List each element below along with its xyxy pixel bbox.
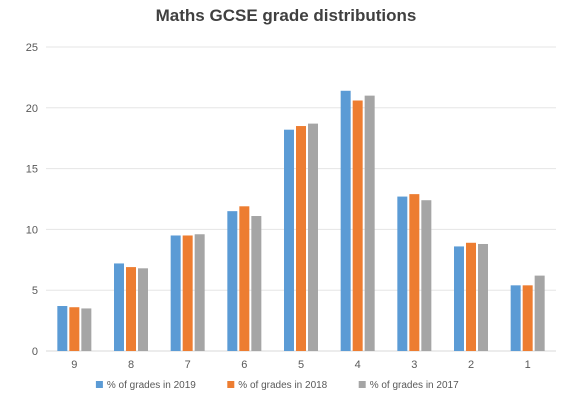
bar-2017-grade-1 <box>534 275 545 351</box>
bar-2019-grade-2 <box>454 246 464 351</box>
x-tick-label: 8 <box>128 359 134 371</box>
y-tick-label: 5 <box>32 285 38 297</box>
x-tick-label: 3 <box>411 359 417 371</box>
legend-label: % of grades in 2018 <box>238 380 327 391</box>
y-tick-label: 0 <box>32 346 38 358</box>
bar-2018-grade-9 <box>69 307 80 351</box>
bar-2017-grade-5 <box>308 123 318 351</box>
x-tick-label: 1 <box>525 359 531 371</box>
x-tick-label: 6 <box>241 359 247 371</box>
bar-2019-grade-5 <box>284 129 294 351</box>
bar-2019-grade-1 <box>510 285 521 351</box>
y-tick-label: 15 <box>26 164 38 176</box>
bar-2017-grade-3 <box>421 200 432 351</box>
y-tick-label: 10 <box>26 224 38 236</box>
bar-2019-grade-9 <box>57 306 68 351</box>
bar-2017-grade-2 <box>478 243 488 351</box>
bar-2017-grade-9 <box>81 308 92 351</box>
y-tick-label: 20 <box>26 103 38 115</box>
legend-swatch <box>358 381 366 388</box>
bar-2018-grade-6 <box>239 206 250 351</box>
bar-2019-grade-6 <box>227 211 238 351</box>
bar-2017-grade-8 <box>138 268 148 351</box>
bar-2018-grade-1 <box>522 285 533 351</box>
bar-2017-grade-6 <box>251 216 262 351</box>
bar-2017-grade-7 <box>194 234 205 351</box>
bar-2018-grade-2 <box>466 242 476 351</box>
legend-swatch <box>227 381 235 388</box>
bar-2018-grade-7 <box>182 235 193 351</box>
chart-title: Maths GCSE grade distributions <box>155 6 417 25</box>
bar-2019-grade-4 <box>340 90 351 351</box>
bar-2018-grade-3 <box>409 194 420 351</box>
legend-swatch <box>95 381 103 388</box>
x-tick-label: 4 <box>355 359 361 371</box>
x-tick-label: 2 <box>468 359 474 371</box>
bar-2018-grade-8 <box>126 267 136 351</box>
bar-2017-grade-4 <box>364 95 375 351</box>
bar-2019-grade-7 <box>170 235 181 351</box>
legend-label: % of grades in 2017 <box>370 380 459 391</box>
bar-2018-grade-4 <box>352 100 363 351</box>
x-tick-label: 7 <box>185 359 191 371</box>
legend-label: % of grades in 2019 <box>107 380 196 391</box>
x-tick-label: 9 <box>71 359 77 371</box>
bar-2018-grade-5 <box>296 126 306 351</box>
bar-2019-grade-3 <box>397 196 408 351</box>
x-tick-label: 5 <box>298 359 304 371</box>
bar-2019-grade-8 <box>114 263 124 351</box>
y-tick-label: 25 <box>26 42 38 54</box>
